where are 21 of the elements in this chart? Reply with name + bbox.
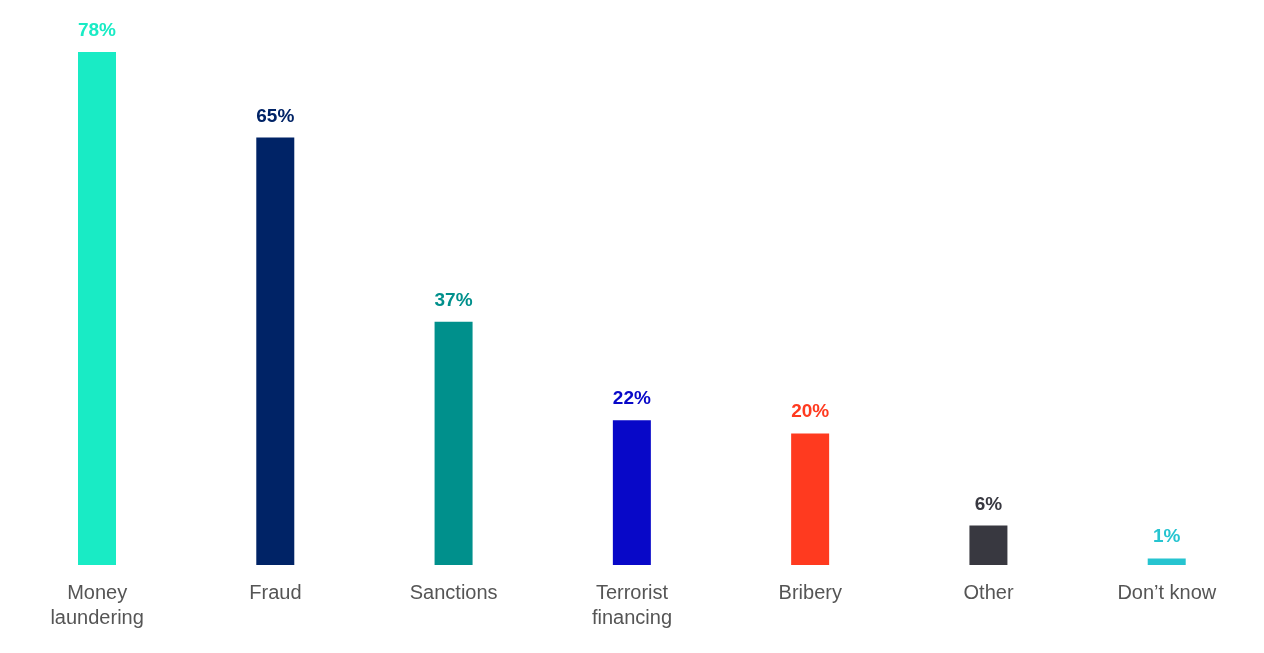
data-label: 65% xyxy=(256,104,295,126)
x-tick-label: Fraud xyxy=(249,581,302,603)
data-label: 20% xyxy=(791,400,830,422)
bar xyxy=(434,321,473,565)
bar xyxy=(1147,558,1186,565)
x-tick-label: Terrorist financing xyxy=(591,581,673,628)
bar xyxy=(969,525,1008,565)
data-label: 1% xyxy=(1152,525,1181,547)
bar xyxy=(612,420,651,565)
x-tick-label: Bribery xyxy=(778,581,842,603)
x-tick-label: Other xyxy=(963,581,1014,603)
data-label: 6% xyxy=(974,492,1003,514)
bar xyxy=(256,137,295,565)
data-label: 37% xyxy=(434,288,473,310)
x-tick-label: Sanctions xyxy=(409,581,498,603)
bar xyxy=(791,433,830,565)
x-tick-label: Don’t know xyxy=(1117,581,1217,603)
data-label: 78% xyxy=(77,19,117,40)
data-label: 22% xyxy=(612,387,651,409)
x-tick-label: Money laundering xyxy=(50,581,144,628)
bar xyxy=(78,52,116,565)
